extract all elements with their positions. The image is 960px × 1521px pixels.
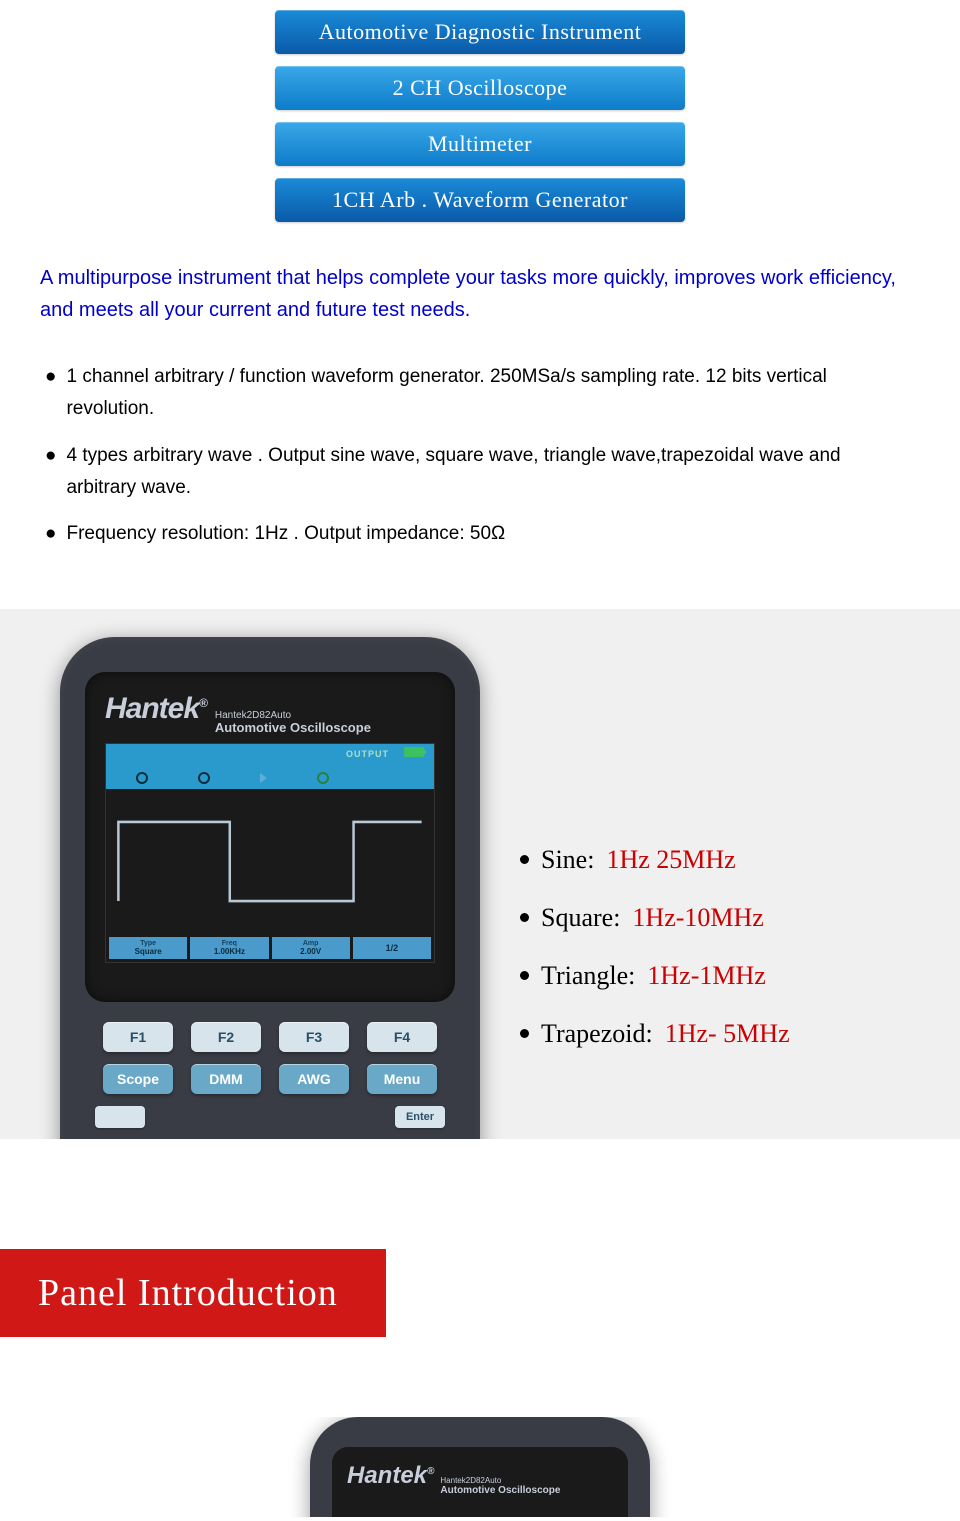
bullet-icon: ● xyxy=(45,361,56,393)
spec-item: Trapezoid: 1Hz- 5MHz xyxy=(520,1019,790,1049)
bullet-text: Frequency resolution: 1Hz . Output imped… xyxy=(66,518,505,550)
lcd-page-cell: 1/2 xyxy=(353,937,431,959)
spec-list: Sine: 1Hz 25MHz Square: 1Hz-10MHz Triang… xyxy=(520,665,790,1129)
brand-row: Hantek® Hantek2D82Auto Automotive Oscill… xyxy=(105,692,435,735)
function-button-row: F1 F2 F3 F4 xyxy=(85,1022,455,1052)
bottom-device-screen: Hantek® Hantek2D82Auto Automotive Oscill… xyxy=(332,1447,628,1517)
square-wave xyxy=(118,822,421,901)
lcd-bottom-row: Type Square Freq 1.00KHz Amp 2.00V 1/2 xyxy=(106,934,434,962)
waveform-area xyxy=(106,789,434,934)
spec-value: 1Hz 25MHz xyxy=(606,845,735,875)
feature-buttons-list: Automotive Diagnostic Instrument 2 CH Os… xyxy=(0,0,960,262)
bullet-text: 1 channel arbitrary / function waveform … xyxy=(66,361,915,426)
mode-button: Menu xyxy=(367,1064,437,1094)
bullet-item: ● Frequency resolution: 1Hz . Output imp… xyxy=(45,518,915,550)
spec-value: 1Hz- 5MHz xyxy=(665,1019,790,1049)
channel-icon xyxy=(317,772,329,784)
fn-button: F4 xyxy=(367,1022,437,1052)
spec-dot-icon xyxy=(520,971,529,980)
spec-item: Square: 1Hz-10MHz xyxy=(520,903,790,933)
bottom-device-wrap: Hantek® Hantek2D82Auto Automotive Oscill… xyxy=(0,1417,960,1517)
spec-label: Triangle: xyxy=(541,961,635,991)
mode-button: DMM xyxy=(191,1064,261,1094)
mode-button: AWG xyxy=(279,1064,349,1094)
spec-value: 1Hz-10MHz xyxy=(632,903,763,933)
lcd-cell: Freq 1.00KHz xyxy=(190,937,268,959)
bullet-icon: ● xyxy=(45,518,56,550)
feature-button: Automotive Diagnostic Instrument xyxy=(275,10,685,54)
fn-button: F1 xyxy=(103,1022,173,1052)
small-button xyxy=(95,1106,145,1128)
mode-button: Scope xyxy=(103,1064,173,1094)
enter-button: Enter xyxy=(395,1106,445,1128)
brand-subtitle: Hantek2D82Auto Automotive Oscilloscope xyxy=(215,710,371,735)
lcd-display: OUTPUT Type xyxy=(105,743,435,963)
bullet-item: ● 1 channel arbitrary / function wavefor… xyxy=(45,361,915,426)
bottom-oscilloscope-device: Hantek® Hantek2D82Auto Automotive Oscill… xyxy=(310,1417,650,1517)
lcd-cell: Amp 2.00V xyxy=(272,937,350,959)
battery-icon xyxy=(404,747,424,757)
brand-logo: Hantek® xyxy=(105,692,207,726)
lcd-cell: Type Square xyxy=(109,937,187,959)
fn-button: F2 xyxy=(191,1022,261,1052)
device-screen: Hantek® Hantek2D82Auto Automotive Oscill… xyxy=(85,672,455,1002)
bottom-brand-row: Hantek® Hantek2D82Auto Automotive Oscill… xyxy=(347,1462,613,1496)
bullet-text: 4 types arbitrary wave . Output sine wav… xyxy=(66,440,915,505)
play-icon xyxy=(260,773,267,783)
feature-bullets: ● 1 channel arbitrary / function wavefor… xyxy=(0,361,960,609)
bottom-brand-subtitle: Hantek2D82Auto Automotive Oscilloscope xyxy=(440,1476,560,1496)
spec-item: Triangle: 1Hz-1MHz xyxy=(520,961,790,991)
feature-button: Multimeter xyxy=(275,122,685,166)
spec-label: Trapezoid: xyxy=(541,1019,653,1049)
lcd-icons xyxy=(136,772,329,784)
feature-button: 2 CH Oscilloscope xyxy=(275,66,685,110)
spec-value: 1Hz-1MHz xyxy=(647,961,765,991)
panel-introduction-heading: Panel Introduction xyxy=(0,1249,386,1337)
spec-label: Square: xyxy=(541,903,620,933)
output-label: OUTPUT xyxy=(346,749,389,759)
intro-paragraph: A multipurpose instrument that helps com… xyxy=(0,262,960,361)
hero-section: Hantek® Hantek2D82Auto Automotive Oscill… xyxy=(0,609,960,1139)
channel-icon xyxy=(198,772,210,784)
bullet-item: ● 4 types arbitrary wave . Output sine w… xyxy=(45,440,915,505)
bullet-icon: ● xyxy=(45,440,56,472)
spec-dot-icon xyxy=(520,913,529,922)
fn-button: F3 xyxy=(279,1022,349,1052)
spec-dot-icon xyxy=(520,1029,529,1038)
channel-icon xyxy=(136,772,148,784)
panel-heading-row: Panel Introduction xyxy=(0,1249,960,1337)
lcd-top-bar: OUTPUT xyxy=(106,744,434,789)
oscilloscope-device: Hantek® Hantek2D82Auto Automotive Oscill… xyxy=(60,637,480,1140)
spec-dot-icon xyxy=(520,855,529,864)
feature-button: 1CH Arb . Waveform Generator xyxy=(275,178,685,222)
spec-label: Sine: xyxy=(541,845,594,875)
bottom-brand-logo: Hantek® xyxy=(347,1462,434,1490)
mode-button-row: Scope DMM AWG Menu xyxy=(85,1064,455,1094)
small-button-row: Enter xyxy=(85,1106,455,1128)
spec-item: Sine: 1Hz 25MHz xyxy=(520,845,790,875)
